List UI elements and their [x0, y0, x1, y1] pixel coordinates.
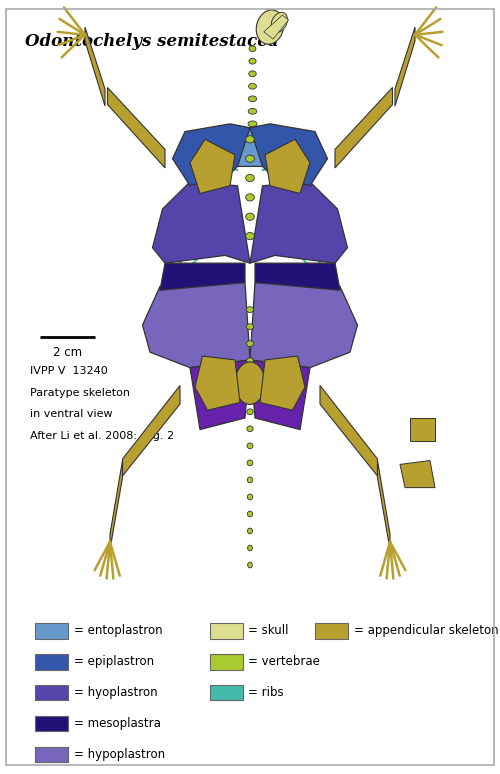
Text: Odontochelys semitestacea: Odontochelys semitestacea: [25, 33, 278, 50]
Ellipse shape: [271, 12, 287, 33]
Ellipse shape: [246, 232, 254, 240]
Polygon shape: [142, 283, 250, 368]
Ellipse shape: [246, 213, 254, 221]
Ellipse shape: [248, 71, 256, 77]
Ellipse shape: [247, 477, 253, 483]
Ellipse shape: [246, 341, 254, 347]
Polygon shape: [410, 418, 435, 441]
Polygon shape: [231, 128, 269, 166]
Ellipse shape: [248, 511, 252, 517]
Bar: [35, 623, 68, 639]
Text: IVPP V  13240: IVPP V 13240: [30, 366, 108, 376]
Ellipse shape: [248, 96, 256, 101]
Text: Paratype skeleton: Paratype skeleton: [30, 388, 130, 398]
Ellipse shape: [248, 121, 257, 127]
Bar: [35, 654, 68, 670]
Polygon shape: [195, 356, 240, 410]
Polygon shape: [335, 87, 392, 168]
Text: After Li et al. 2008:  Fig. 2: After Li et al. 2008: Fig. 2: [30, 431, 174, 441]
Text: = hypoplastron: = hypoplastron: [74, 748, 164, 761]
Ellipse shape: [249, 58, 256, 64]
Ellipse shape: [246, 324, 254, 330]
Ellipse shape: [256, 10, 284, 44]
Ellipse shape: [249, 46, 256, 52]
Ellipse shape: [246, 375, 254, 381]
Text: 2 cm: 2 cm: [53, 346, 82, 359]
Ellipse shape: [246, 358, 254, 364]
Polygon shape: [85, 27, 105, 106]
Bar: [315, 623, 348, 639]
Text: = appendicular skeleton: = appendicular skeleton: [354, 625, 498, 637]
Text: = epiplastron: = epiplastron: [74, 656, 154, 668]
Bar: [35, 747, 68, 762]
Ellipse shape: [246, 392, 254, 398]
Polygon shape: [152, 182, 250, 263]
Polygon shape: [250, 124, 328, 186]
Text: = mesoplastra: = mesoplastra: [74, 717, 160, 730]
Text: in ventral view: in ventral view: [30, 409, 112, 420]
Polygon shape: [255, 263, 340, 290]
Ellipse shape: [246, 194, 254, 201]
Polygon shape: [250, 182, 348, 263]
Polygon shape: [250, 360, 310, 430]
Bar: [35, 685, 68, 700]
Polygon shape: [190, 139, 235, 194]
Bar: [210, 654, 242, 670]
Bar: [35, 716, 68, 731]
Bar: [210, 623, 242, 639]
Polygon shape: [264, 15, 288, 39]
Polygon shape: [110, 461, 122, 550]
Polygon shape: [265, 139, 310, 194]
Polygon shape: [172, 124, 250, 186]
Polygon shape: [320, 385, 378, 476]
Polygon shape: [378, 461, 390, 550]
Ellipse shape: [248, 528, 252, 534]
Polygon shape: [108, 87, 165, 168]
Polygon shape: [160, 263, 245, 290]
Ellipse shape: [246, 174, 254, 182]
Polygon shape: [122, 385, 180, 476]
Polygon shape: [395, 27, 415, 106]
Ellipse shape: [247, 460, 253, 466]
Ellipse shape: [247, 426, 253, 432]
Ellipse shape: [248, 494, 252, 500]
Ellipse shape: [246, 307, 254, 313]
Polygon shape: [250, 283, 358, 368]
Text: = vertebrae: = vertebrae: [248, 656, 320, 668]
Text: = hyoplastron: = hyoplastron: [74, 687, 157, 699]
Text: = skull: = skull: [248, 625, 289, 637]
Polygon shape: [260, 356, 305, 410]
Text: = ribs: = ribs: [248, 687, 284, 699]
Ellipse shape: [235, 361, 265, 404]
Text: = entoplastron: = entoplastron: [74, 625, 162, 637]
Ellipse shape: [248, 545, 252, 551]
Bar: [210, 685, 242, 700]
Ellipse shape: [247, 443, 253, 449]
Ellipse shape: [246, 155, 254, 163]
Ellipse shape: [247, 409, 253, 415]
Ellipse shape: [248, 108, 257, 115]
Ellipse shape: [248, 84, 256, 89]
Ellipse shape: [248, 562, 252, 568]
Ellipse shape: [246, 135, 254, 143]
Polygon shape: [400, 461, 435, 488]
Polygon shape: [190, 360, 250, 430]
